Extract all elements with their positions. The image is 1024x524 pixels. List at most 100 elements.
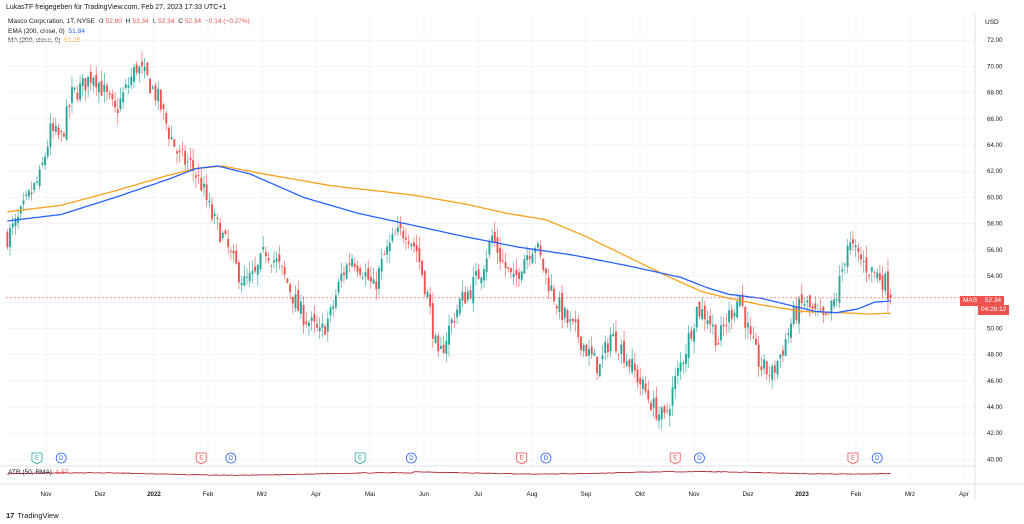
candle-body: [887, 271, 889, 300]
candle-body: [181, 149, 184, 151]
candle-body: [585, 344, 588, 357]
candle-body: [676, 367, 679, 376]
dividend-letter: D: [875, 456, 880, 462]
candle-body: [36, 181, 38, 183]
candle-body: [176, 151, 178, 154]
candle-body: [593, 352, 596, 356]
atr-legend[interactable]: ATR (50, RMA) 1.57: [8, 469, 70, 476]
ema-200-line: [7, 165, 891, 314]
price-tag-symbol: MAS: [963, 297, 978, 304]
earnings-marker: E: [516, 452, 528, 465]
candle-body: [65, 106, 68, 140]
candle-body: [884, 273, 887, 291]
candle-body: [631, 358, 634, 373]
candle-body: [674, 375, 677, 390]
candle-body: [474, 271, 477, 276]
candle-body: [14, 218, 17, 227]
change-value: −0.14 (−0.27%): [204, 18, 250, 25]
candle-body: [313, 314, 316, 322]
candle-body: [536, 243, 539, 248]
candle-body: [283, 267, 286, 275]
candle-body: [302, 305, 305, 326]
candle-body: [146, 62, 149, 75]
high-label: H: [125, 18, 131, 25]
candle-body: [423, 271, 426, 295]
candle-body: [68, 105, 71, 107]
candle-body: [760, 366, 763, 371]
candle-body: [254, 266, 257, 272]
ema-legend[interactable]: EMA (200, close, 0) 51.84: [8, 28, 87, 35]
earnings-badge: [31, 452, 43, 465]
y-tick-label: 62.00: [987, 168, 1003, 175]
candle-body: [173, 139, 176, 147]
candle-body: [178, 150, 181, 153]
candle-body: [114, 100, 117, 108]
candle-body: [100, 80, 103, 96]
candle-body: [89, 71, 92, 83]
candle-body: [685, 354, 687, 364]
candle-body: [803, 303, 806, 306]
candle-body: [127, 85, 130, 88]
candle-body: [324, 326, 327, 335]
candle-body: [281, 265, 283, 267]
earnings-marker: E: [195, 452, 207, 465]
candle-body: [542, 258, 545, 271]
atr-line: [7, 470, 891, 476]
open-label: O: [98, 18, 104, 25]
y-tick-label: 64.00: [987, 142, 1003, 149]
candle-body: [448, 325, 450, 345]
candle-body: [582, 345, 585, 352]
candle-body: [658, 414, 660, 421]
candle-body: [604, 342, 607, 354]
tradingview-logo[interactable]: 17 TradingView: [6, 511, 59, 520]
candle-body: [728, 310, 731, 323]
price-chart[interactable]: 40.0042.0044.0046.0048.0050.0052.0054.00…: [0, 0, 1024, 506]
candle-body: [606, 343, 609, 353]
candle-body: [499, 247, 502, 262]
candle-body: [394, 233, 397, 235]
candle-body: [286, 278, 289, 283]
dividend-badge: [225, 452, 237, 464]
candle-body: [456, 309, 459, 318]
candle-body: [695, 306, 698, 328]
y-tick-label: 48.00: [987, 352, 1003, 359]
candle-body: [259, 253, 262, 270]
earnings-marker: E: [669, 452, 681, 465]
dividend-badge: [55, 452, 67, 464]
candle-body: [827, 313, 830, 315]
candle-body: [348, 263, 351, 265]
candle-body: [122, 92, 125, 103]
candle-body: [243, 276, 246, 286]
candle-body: [326, 318, 329, 332]
dividend-letter: D: [544, 456, 549, 462]
dividend-badge: [405, 452, 417, 464]
x-tick-label: Apr: [311, 491, 321, 498]
candle-body: [771, 366, 774, 380]
candle-body: [857, 247, 860, 252]
y-tick-label: 56.00: [987, 247, 1003, 254]
candle-body: [876, 272, 879, 279]
candle-body: [561, 292, 564, 320]
candle-body: [44, 156, 46, 166]
candle-body: [270, 265, 273, 267]
candle-body: [434, 335, 437, 344]
y-tick-label: 66.00: [987, 116, 1003, 123]
candle-body: [52, 123, 55, 131]
candle-body: [512, 273, 515, 278]
candle-body: [609, 334, 612, 352]
candle-body: [275, 258, 278, 262]
candle-body: [235, 250, 238, 264]
candle-body: [33, 182, 36, 191]
dividend-letter: D: [409, 456, 414, 462]
candle-body: [644, 383, 647, 392]
candle-body: [318, 327, 321, 332]
earnings-marker: E: [31, 452, 43, 465]
candle-body: [615, 331, 617, 352]
candle-body: [493, 231, 496, 243]
earnings-badge: [195, 452, 207, 465]
candle-body: [388, 242, 391, 252]
candle-body: [87, 76, 90, 87]
candle-body: [404, 237, 407, 240]
candle-body: [450, 319, 453, 324]
currency-label: USD: [985, 19, 999, 26]
